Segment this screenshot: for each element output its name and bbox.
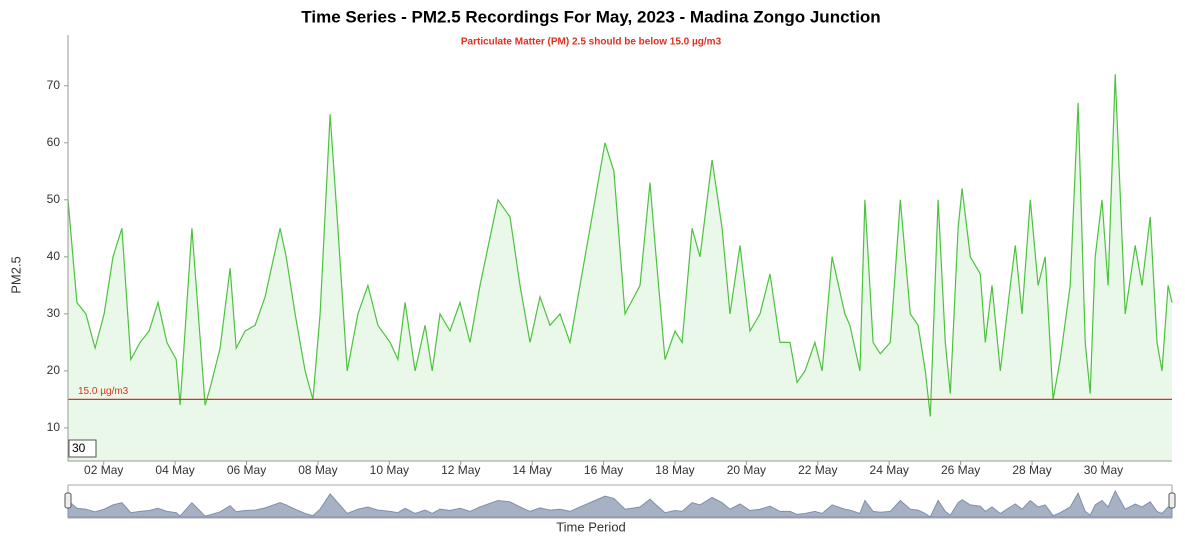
- x-tick-label: 18 May: [655, 463, 694, 477]
- range-handle[interactable]: [64, 492, 72, 509]
- x-tick-label: 26 May: [941, 463, 980, 477]
- x-tick-label: 20 May: [727, 463, 766, 477]
- roll-period[interactable]: 30: [72, 441, 86, 455]
- range-handle[interactable]: [1168, 492, 1176, 509]
- x-tick-label: 28 May: [1012, 463, 1051, 477]
- x-tick-label: 02 May: [84, 463, 123, 477]
- x-tick-label: 12 May: [441, 463, 480, 477]
- range-selector-line: [67, 489, 1173, 518]
- threshold-label: 15.0 µg/m3: [78, 386, 129, 397]
- x-tick-label: 14 May: [512, 463, 551, 477]
- roll-period-box[interactable]: [68, 439, 97, 458]
- area-fill: [68, 74, 1172, 462]
- x-tick-label: 10 May: [370, 463, 409, 477]
- x-tick-label: 04 May: [155, 463, 194, 477]
- x-tick-label: 24 May: [870, 463, 909, 477]
- chart-title: Time Series - PM2.5 Recordings For May, …: [301, 7, 880, 26]
- y-tick-label: 40: [47, 249, 61, 263]
- series-line: [67, 74, 1173, 417]
- chart-subtitle: Particulate Matter (PM) 2.5 should be be…: [461, 37, 722, 48]
- y-tick-label: 70: [47, 78, 61, 92]
- x-tick-label: 30 May: [1084, 463, 1123, 477]
- y-tick-label: 60: [47, 135, 61, 149]
- y-axis-label: PM2.5: [8, 256, 23, 294]
- y-tick-label: 20: [47, 363, 61, 377]
- x-tick-label: 16 May: [584, 463, 623, 477]
- y-tick-label: 10: [47, 420, 61, 434]
- x-tick-label: 08 May: [298, 463, 337, 477]
- x-axis-label: Time Period: [556, 519, 626, 534]
- x-tick-label: 22 May: [798, 463, 837, 477]
- y-tick-label: 50: [47, 192, 61, 206]
- x-tick-label: 06 May: [227, 463, 266, 477]
- y-tick-label: 30: [47, 306, 61, 320]
